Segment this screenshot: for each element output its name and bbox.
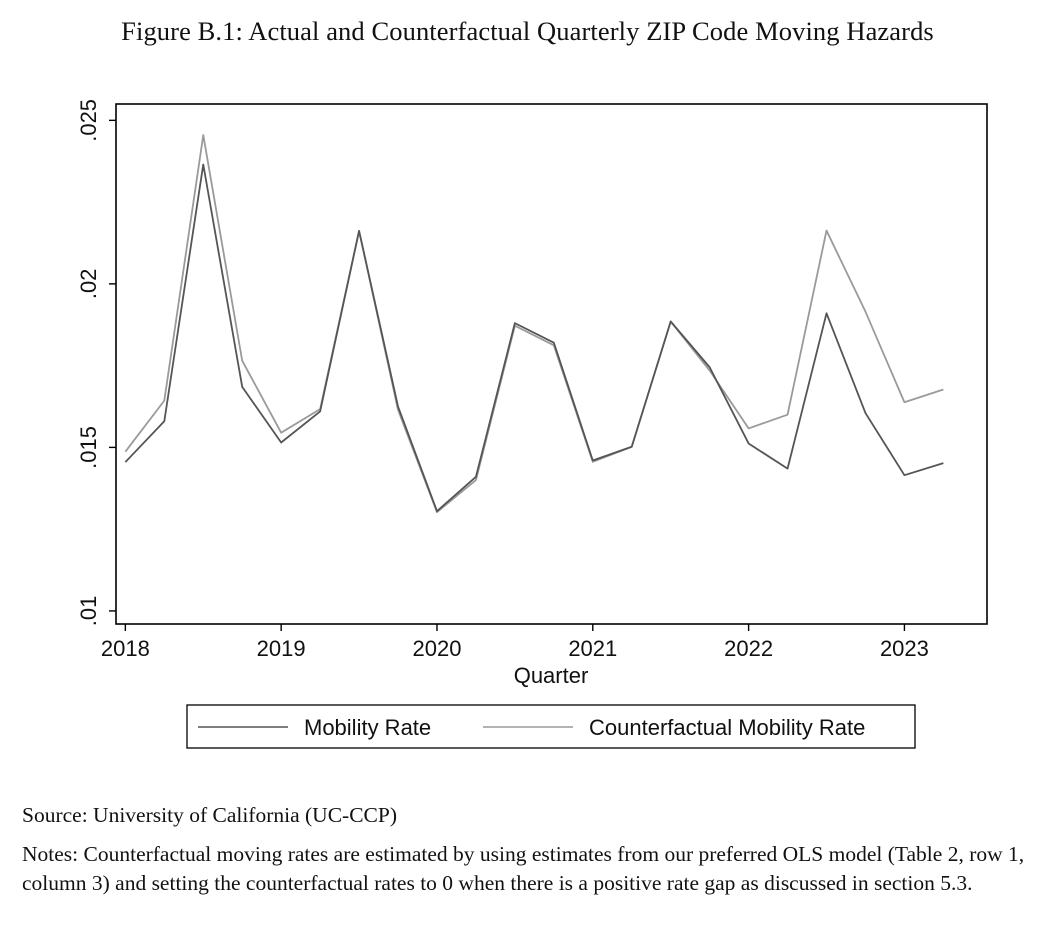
- source-note: Source: University of California (UC-CCP…: [22, 803, 398, 827]
- legend-label-mobility-rate: Mobility Rate: [304, 715, 431, 740]
- y-tick-label: .025: [76, 99, 101, 142]
- series-layer: [124, 134, 944, 514]
- notes-text: Notes: Counterfactual moving rates are e…: [22, 842, 1025, 895]
- x-tick-label: 2018: [101, 636, 150, 661]
- x-tick-label: 2022: [724, 636, 773, 661]
- y-tick-label: .01: [76, 596, 101, 627]
- figure-title: Figure B.1: Actual and Counterfactual Qu…: [121, 16, 934, 46]
- y-tick-label: .015: [76, 426, 101, 469]
- y-tick-label: .02: [76, 269, 101, 300]
- plot-frame: [115, 103, 988, 625]
- legend: Mobility Rate Counterfactual Mobility Ra…: [186, 704, 916, 749]
- x-axis-label: Quarter: [514, 663, 589, 688]
- series-line-counterfactual-mobility-rate: [124, 134, 944, 514]
- x-tick-label: 2021: [568, 636, 617, 661]
- legend-label-counterfactual-mobility-rate: Counterfactual Mobility Rate: [589, 715, 865, 740]
- series-line-mobility-rate: [124, 163, 944, 513]
- line-chart: .01.015.02.025 2018 2019 2020 2021 2022 2023 …: [76, 99, 988, 749]
- y-axis: .01 .015 .02 .025: [76, 99, 116, 626]
- x-tick-label: 2023: [880, 636, 929, 661]
- x-axis: 2018 2019 2020 2021 2022 2023: [101, 624, 929, 661]
- x-tick-label: 2020: [413, 636, 462, 661]
- x-tick-label: 2019: [257, 636, 306, 661]
